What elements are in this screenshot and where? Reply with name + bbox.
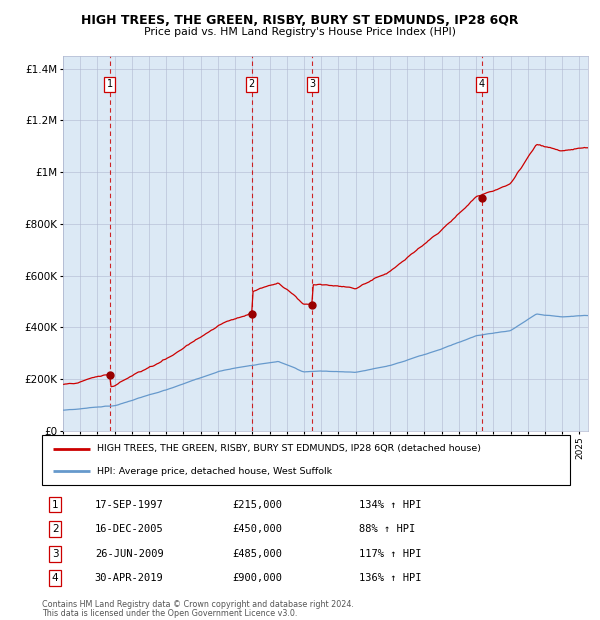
Text: 3: 3: [52, 549, 59, 559]
Text: 3: 3: [310, 79, 316, 89]
Text: 2: 2: [248, 79, 255, 89]
Text: HPI: Average price, detached house, West Suffolk: HPI: Average price, detached house, West…: [97, 467, 332, 476]
Text: £485,000: £485,000: [232, 549, 282, 559]
Text: 26-JUN-2009: 26-JUN-2009: [95, 549, 164, 559]
Text: HIGH TREES, THE GREEN, RISBY, BURY ST EDMUNDS, IP28 6QR (detached house): HIGH TREES, THE GREEN, RISBY, BURY ST ED…: [97, 444, 481, 453]
Text: 30-APR-2019: 30-APR-2019: [95, 573, 164, 583]
Text: Contains HM Land Registry data © Crown copyright and database right 2024.: Contains HM Land Registry data © Crown c…: [42, 600, 354, 609]
Text: This data is licensed under the Open Government Licence v3.0.: This data is licensed under the Open Gov…: [42, 609, 298, 618]
Text: 136% ↑ HPI: 136% ↑ HPI: [359, 573, 421, 583]
Text: 134% ↑ HPI: 134% ↑ HPI: [359, 500, 421, 510]
Text: Price paid vs. HM Land Registry's House Price Index (HPI): Price paid vs. HM Land Registry's House …: [144, 27, 456, 37]
Text: £215,000: £215,000: [232, 500, 282, 510]
Text: £450,000: £450,000: [232, 524, 282, 534]
Text: £900,000: £900,000: [232, 573, 282, 583]
Text: 1: 1: [107, 79, 113, 89]
Text: 1: 1: [52, 500, 59, 510]
Text: 2: 2: [52, 524, 59, 534]
Text: 4: 4: [52, 573, 59, 583]
Text: 16-DEC-2005: 16-DEC-2005: [95, 524, 164, 534]
Text: 88% ↑ HPI: 88% ↑ HPI: [359, 524, 415, 534]
Text: 117% ↑ HPI: 117% ↑ HPI: [359, 549, 421, 559]
Text: HIGH TREES, THE GREEN, RISBY, BURY ST EDMUNDS, IP28 6QR: HIGH TREES, THE GREEN, RISBY, BURY ST ED…: [81, 14, 519, 27]
Text: 4: 4: [479, 79, 485, 89]
Text: 17-SEP-1997: 17-SEP-1997: [95, 500, 164, 510]
